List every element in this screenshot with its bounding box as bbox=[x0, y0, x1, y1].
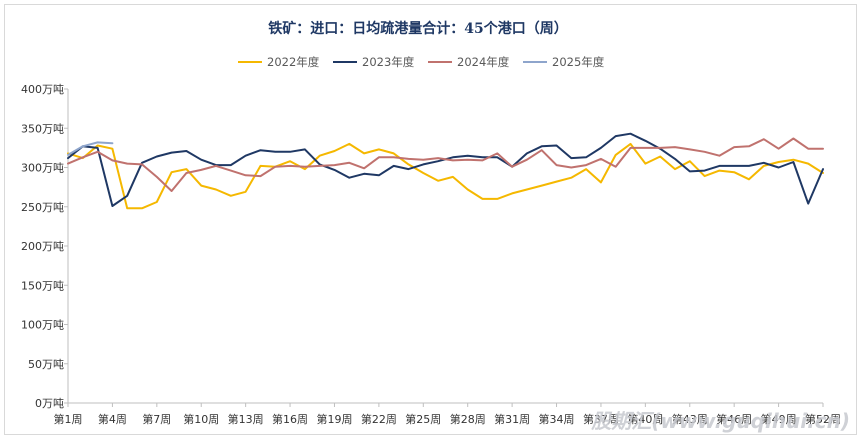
series-line-2025年度 bbox=[67, 141, 114, 156]
x-tick-label: 第4周 bbox=[98, 412, 127, 426]
x-tick-label: 第25周 bbox=[405, 412, 441, 426]
chart-legend: 2022年度 2023年度 2024年度 2025年度 bbox=[238, 55, 605, 69]
y-tick-label: 400万吨 bbox=[21, 83, 64, 96]
chart-frame: 铁矿：进口：日均疏港量合计：45个港口（周） 2022年度 2023年度 2024年… bbox=[4, 4, 857, 435]
x-tick-label: 第49周 bbox=[761, 412, 797, 426]
legend-label: 2023年度 bbox=[362, 55, 415, 69]
y-tick-label: 100万吨 bbox=[21, 319, 64, 332]
legend-label: 2024年度 bbox=[457, 55, 510, 69]
x-tick-label: 第7周 bbox=[142, 412, 171, 426]
x-tick-label: 第52周 bbox=[805, 412, 841, 426]
legend-label: 2022年度 bbox=[267, 55, 320, 69]
x-tick-label: 第19周 bbox=[316, 412, 352, 426]
legend-label: 2025年度 bbox=[552, 55, 605, 69]
watermark-text: 股期汇(www.guqihui.cn) bbox=[590, 409, 850, 433]
x-tick-label: 第40周 bbox=[627, 412, 663, 426]
y-tick-label: 150万吨 bbox=[21, 279, 64, 292]
y-tick-label: 250万吨 bbox=[21, 201, 64, 214]
x-tick-label: 第43周 bbox=[672, 412, 708, 426]
y-tick-label: 0万吨 bbox=[35, 397, 64, 410]
x-tick-label: 第34周 bbox=[539, 412, 575, 426]
x-tick-label: 第13周 bbox=[228, 412, 264, 426]
y-tick-label: 50万吨 bbox=[28, 358, 64, 371]
series-line-2022年度 bbox=[67, 142, 824, 210]
chart-axes: 0万吨 50万吨 100万吨 150万吨 200万吨 250万吨 300万吨 350万吨 400… bbox=[21, 83, 841, 426]
y-tick-label: 300万吨 bbox=[21, 162, 64, 175]
x-tick-label: 第22周 bbox=[361, 412, 397, 426]
chart-title: 铁矿：进口：日均疏港量合计：45个港口（周） bbox=[268, 20, 567, 37]
x-tick-label: 第28周 bbox=[450, 412, 486, 426]
chart-svg: 铁矿：进口：日均疏港量合计：45个港口（周） 2022年度 2023年度 2024年… bbox=[21, 20, 850, 433]
chart-plot-area bbox=[67, 132, 824, 210]
x-tick-label: 第16周 bbox=[272, 412, 308, 426]
x-tick-label: 第31周 bbox=[494, 412, 530, 426]
x-tick-label: 第1周 bbox=[54, 412, 83, 426]
series-line-2024年度 bbox=[67, 137, 824, 192]
x-tick-label: 第37周 bbox=[583, 412, 619, 426]
x-tick-label: 第46周 bbox=[716, 412, 752, 426]
x-tick-label: 第10周 bbox=[183, 412, 219, 426]
y-tick-label: 350万吨 bbox=[21, 122, 64, 135]
y-tick-label: 200万吨 bbox=[21, 240, 64, 253]
